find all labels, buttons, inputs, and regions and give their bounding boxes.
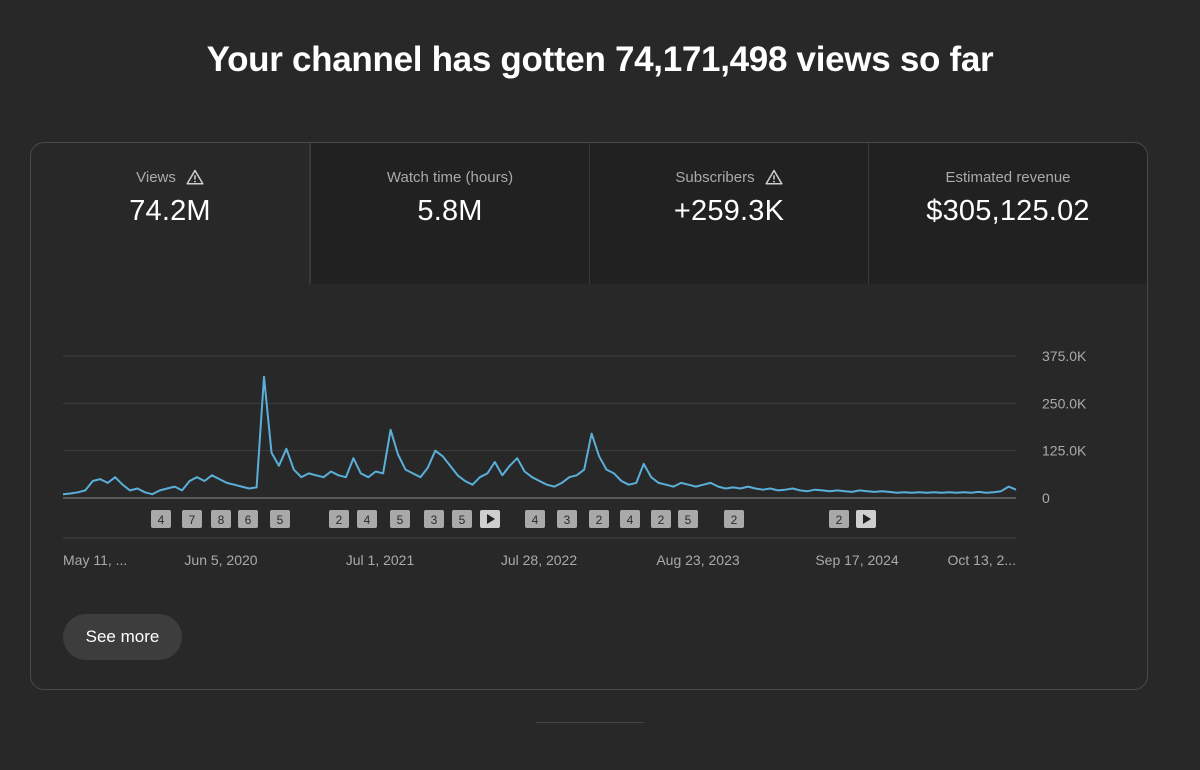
x-tick-label: Oct 13, 2... — [948, 552, 1016, 568]
annotation-marker — [424, 510, 444, 528]
annotation-marker-label: 8 — [218, 513, 225, 527]
play-icon-glyph — [487, 514, 495, 524]
metrics-tabs: Views 74.2M Watch time (hours) 5.8M Subs… — [31, 143, 1147, 284]
annotation-marker-label: 2 — [731, 513, 738, 527]
annotation-marker — [829, 510, 849, 528]
annotation-marker — [589, 510, 609, 528]
metric-value: +259.3K — [673, 195, 785, 227]
play-icon-glyph — [863, 514, 871, 524]
annotation-marker-label: 6 — [245, 513, 252, 527]
annotation-marker — [390, 510, 410, 528]
annotation-marker — [678, 510, 698, 528]
metric-tab-views[interactable]: Views 74.2M — [31, 143, 310, 284]
x-tick-label: Jun 5, 2020 — [184, 552, 257, 568]
metric-tab-estimated-revenue[interactable]: Estimated revenue $305,125.02 — [868, 143, 1147, 284]
annotation-marker-label: 7 — [189, 513, 196, 527]
divider — [536, 722, 644, 723]
annotation-marker — [651, 510, 671, 528]
annotation-marker-label: 3 — [564, 513, 571, 527]
page-headline: Your channel has gotten 74,171,498 views… — [206, 40, 994, 79]
annotation-marker-label: 3 — [431, 513, 438, 527]
annotation-marker — [525, 510, 545, 528]
annotation-marker — [357, 510, 377, 528]
y-tick-label: 125.0K — [1042, 443, 1087, 459]
metric-value: 74.2M — [129, 195, 211, 227]
annotation-marker — [452, 510, 472, 528]
annotation-marker — [329, 510, 349, 528]
y-tick-label: 0 — [1042, 490, 1050, 506]
annotation-marker — [557, 510, 577, 528]
annotation-marker — [238, 510, 258, 528]
x-tick-label: May 11, ... — [63, 552, 127, 568]
y-tick-label: 375.0K — [1042, 348, 1087, 364]
annotation-marker-label: 4 — [532, 513, 539, 527]
metric-value: $305,125.02 — [926, 195, 1090, 227]
annotation-marker-label: 2 — [596, 513, 603, 527]
annotation-marker-label: 4 — [364, 513, 371, 527]
analytics-card: Views 74.2M Watch time (hours) 5.8M Subs… — [30, 142, 1148, 690]
x-tick-label: Sep 17, 2024 — [815, 552, 899, 568]
warning-triangle-icon[interactable] — [765, 169, 783, 185]
annotation-marker — [151, 510, 171, 528]
metric-tab-subscribers[interactable]: Subscribers +259.3K — [589, 143, 868, 284]
metric-tab-watch-time[interactable]: Watch time (hours) 5.8M — [310, 143, 589, 284]
x-tick-label: Jul 1, 2021 — [346, 552, 415, 568]
views-line-chart: 375.0K 250.0K 125.0K 0 4 7 8 6 5 2 4 5 3 5 4 3 2 4 2 5 2 2 May… — [31, 284, 1147, 584]
annotation-marker-label: 5 — [277, 513, 284, 527]
warning-triangle-icon[interactable] — [186, 169, 204, 185]
annotation-marker-label: 5 — [397, 513, 404, 527]
annotation-marker — [724, 510, 744, 528]
see-more-button[interactable]: See more — [63, 614, 182, 660]
annotation-marker-label: 2 — [336, 513, 343, 527]
annotation-marker-label: 5 — [459, 513, 466, 527]
chart-svg: 375.0K 250.0K 125.0K 0 4 7 8 6 5 2 4 5 3 5 4 3 2 4 2 5 2 2 May… — [62, 348, 1087, 568]
metric-value: 5.8M — [417, 195, 483, 227]
annotation-marker-label: 4 — [627, 513, 634, 527]
annotation-marker — [211, 510, 231, 528]
metric-label: Watch time (hours) — [386, 168, 514, 186]
annotation-marker-label: 2 — [658, 513, 665, 527]
y-tick-label: 250.0K — [1042, 395, 1087, 411]
annotation-marker — [620, 510, 640, 528]
annotation-marker-label: 4 — [158, 513, 165, 527]
metric-label: Views — [136, 168, 176, 186]
annotation-marker-label: 2 — [836, 513, 843, 527]
annotation-marker-label: 5 — [685, 513, 692, 527]
annotation-marker — [182, 510, 202, 528]
series-line — [62, 375, 1017, 496]
annotation-marker — [270, 510, 290, 528]
metric-label: Estimated revenue — [945, 168, 1071, 186]
x-tick-label: Aug 23, 2023 — [656, 552, 740, 568]
metric-label: Subscribers — [675, 168, 755, 186]
x-tick-label: Jul 28, 2022 — [501, 552, 577, 568]
